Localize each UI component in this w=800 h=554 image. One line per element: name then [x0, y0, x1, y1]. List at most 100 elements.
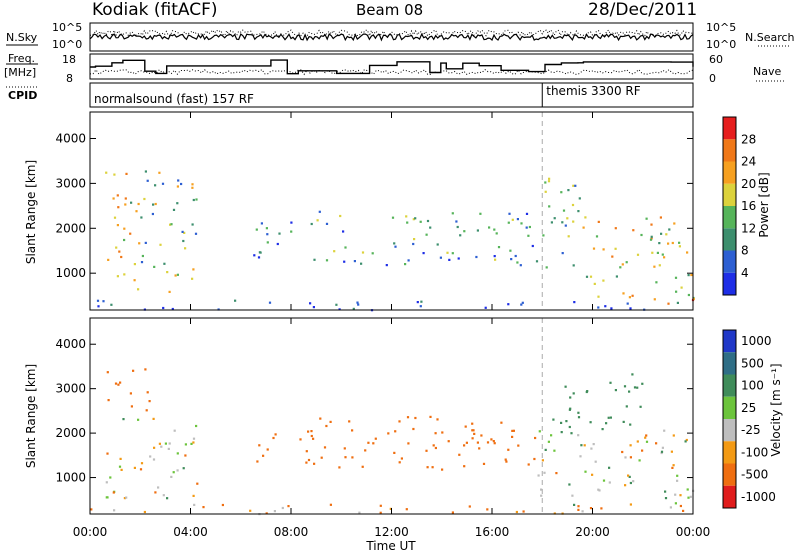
cpid-mode-1: normalsound (fast) 157 RF [94, 92, 254, 106]
velocity-cell [560, 431, 563, 434]
velocity-cell [153, 446, 156, 449]
power-cell [116, 224, 119, 227]
velocity-cell [577, 411, 580, 414]
velocity-cell [129, 392, 132, 395]
power-cell [448, 258, 451, 261]
power-cell [619, 266, 622, 269]
velocity-cell [447, 440, 450, 443]
x-tick-label: 20:00 [575, 525, 610, 539]
power-cell [475, 255, 478, 259]
power-cell [105, 171, 108, 174]
freq-tick-bottom: 8 [66, 72, 73, 85]
nsearch-line [89, 29, 694, 38]
power-cell [621, 263, 624, 266]
power-cell [405, 215, 408, 218]
power-cell [611, 255, 614, 258]
power-cell [553, 217, 556, 220]
power-cell [582, 226, 585, 229]
power-cell [313, 258, 316, 261]
power-cell [572, 264, 575, 267]
power-cell [174, 274, 177, 277]
velocity-colorbar-tick-label: -100 [741, 445, 768, 459]
velocity-cell [543, 471, 546, 474]
power-cell [182, 239, 185, 243]
velocity-cell [146, 391, 149, 394]
power-cell [258, 251, 261, 254]
power-cell [614, 227, 617, 230]
power-cell [667, 302, 670, 305]
power-scatter-cells [96, 112, 695, 312]
power-cell [166, 271, 169, 274]
velocity-cell [628, 475, 631, 478]
velocity-cell [614, 389, 617, 392]
velocity-colorbar-segment [723, 374, 736, 397]
velocity-cell [441, 468, 444, 471]
velocity-cell [581, 510, 584, 513]
power-cell [393, 242, 396, 245]
velocity-cell [132, 369, 135, 372]
velocity-cell [106, 452, 109, 455]
velocity-cell [313, 462, 316, 465]
power-cell [571, 203, 575, 207]
power-cell [154, 184, 157, 187]
velocity-cell [569, 407, 572, 410]
velocity-cell [106, 371, 109, 374]
velocity-cell [90, 508, 93, 511]
power-cell [516, 261, 519, 264]
velocity-cell [572, 392, 575, 395]
velocity-cell [605, 422, 608, 425]
power-cell [133, 263, 136, 266]
velocity-cell [398, 461, 401, 464]
velocity-cell [641, 382, 644, 385]
power-cell [406, 221, 409, 224]
velocity-cell [358, 511, 361, 514]
time-axis-ticks: 00:00 04:00 08:00 12:00 16:00 20:00 00:00 [73, 112, 711, 539]
power-cell [631, 294, 634, 297]
power-cell [184, 247, 187, 250]
velocity-cell [379, 504, 382, 507]
velocity-cell [645, 440, 649, 443]
power-cell [290, 221, 293, 224]
velocity-cell [577, 505, 580, 508]
velocity-cell [406, 416, 410, 419]
power-cell [687, 274, 690, 277]
power-cell [414, 217, 417, 220]
velocity-cell [627, 474, 630, 477]
velocity-cell [685, 438, 688, 442]
velocity-cell [344, 456, 347, 459]
velocity-cell [550, 434, 553, 437]
power-cell [658, 264, 661, 267]
velocity-cell [663, 429, 666, 432]
power-cell [668, 228, 671, 231]
velocity-cell [471, 437, 474, 440]
power-cell [177, 179, 180, 182]
velocity-cell [511, 435, 514, 438]
power-cell [636, 253, 640, 256]
power-cell [194, 232, 198, 235]
velocity-cell [511, 429, 514, 432]
power-cell [191, 277, 194, 280]
power-cell [191, 183, 194, 186]
velocity-cell [120, 468, 123, 471]
x-tick-label: 00:00 [676, 525, 711, 539]
velocity-cell [364, 449, 367, 452]
power-cell [650, 237, 653, 240]
power-cell [509, 249, 512, 252]
beam-title: Beam 08 [356, 1, 423, 19]
velocity-colorbar-segment [723, 419, 736, 442]
velocity-cell [623, 385, 627, 388]
velocity-ytick-label: 4000 [55, 337, 86, 351]
velocity-cell [162, 494, 165, 497]
power-cell [158, 171, 161, 174]
power-cell [353, 260, 356, 263]
power-cell [117, 206, 120, 209]
velocity-cell [325, 424, 328, 428]
power-colorbar-segment [723, 161, 736, 184]
velocity-cell [173, 429, 176, 432]
power-cell [507, 221, 510, 224]
power-cell [191, 186, 194, 189]
velocity-cell [544, 448, 547, 451]
velocity-cell [660, 451, 663, 455]
velocity-colorbar-segment [723, 441, 736, 464]
nsearch-tick-bottom: 10^0 [706, 38, 736, 51]
